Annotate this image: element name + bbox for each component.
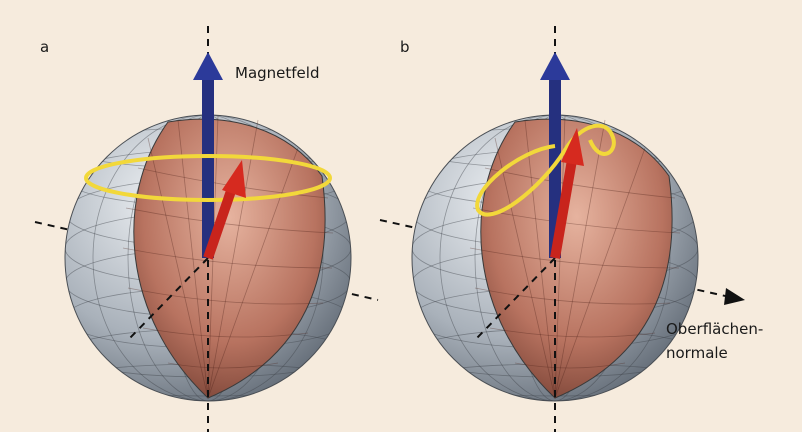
annotation: Magnetfeld — [235, 64, 319, 82]
panel-label: b — [400, 38, 410, 56]
annotation: Oberflächen- — [666, 320, 763, 338]
figure: a Magnetfeld b Oberflächen- normale — [0, 0, 802, 432]
annotation: normale — [666, 344, 728, 362]
axis-arrowhead — [724, 288, 745, 305]
sphere — [65, 26, 351, 432]
panel-label: a — [40, 38, 49, 56]
